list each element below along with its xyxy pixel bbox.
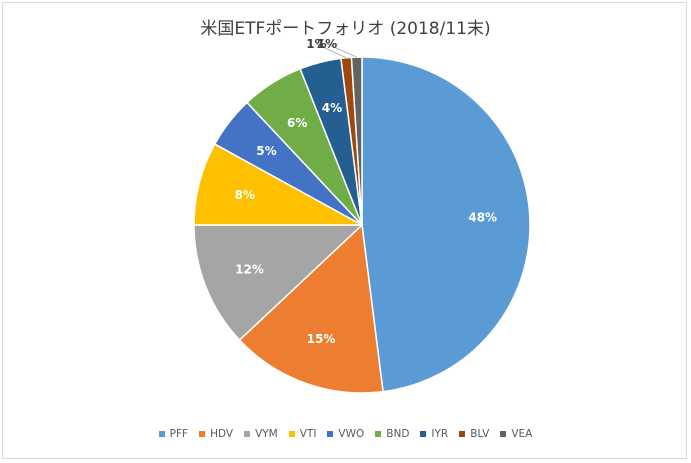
data-label-pff: 48% [468, 210, 497, 224]
legend-swatch [459, 431, 466, 437]
legend-swatch [244, 431, 251, 437]
legend-item-iyr: IYR [420, 428, 448, 440]
legend-label: VYM [255, 428, 278, 440]
legend-swatch [158, 431, 165, 437]
pie-slice-pff [361, 56, 531, 393]
legend-item-vti: VTI [288, 428, 317, 440]
legend-item-vwo: VWO [327, 428, 364, 440]
legend-item-vym: VYM [244, 428, 278, 440]
legend-item-pff: PFF [158, 428, 189, 440]
data-label-vea: 1% [317, 37, 337, 51]
legend-item-hdv: HDV [199, 428, 233, 440]
legend-label: BLV [470, 428, 490, 440]
data-label-iyr: 4% [322, 101, 342, 115]
legend-swatch [327, 431, 334, 437]
legend-label: IYR [431, 428, 449, 440]
leader-line-vea [326, 43, 357, 58]
leader-line-blv [316, 43, 347, 59]
legend-swatch [375, 431, 382, 437]
legend-label: BND [386, 428, 410, 440]
data-label-bnd: 6% [287, 116, 307, 130]
data-label-vwo: 5% [256, 144, 276, 158]
legend-swatch [420, 431, 427, 437]
legend-item-bnd: BND [375, 428, 409, 440]
legend-swatch [199, 431, 206, 437]
legend-label: VTI [299, 428, 317, 440]
legend-label: VWO [338, 428, 365, 440]
legend-item-blv: BLV [459, 428, 489, 440]
legend-label: PFF [169, 428, 189, 440]
data-label-vym: 12% [235, 263, 264, 277]
legend-swatch [500, 431, 507, 437]
data-label-blv: 1% [306, 37, 326, 51]
pie-slice-vym [193, 224, 364, 342]
chart-title: 米国ETFポートフォリオ (2018/11末) [200, 19, 491, 39]
legend: PFF HDV VYM VTI VWO BND IYR BLV VEA [0, 428, 691, 440]
legend-label: VEA [511, 428, 533, 440]
legend-item-vea: VEA [500, 428, 532, 440]
pie-slice-hdv [238, 223, 384, 394]
legend-swatch [288, 431, 295, 437]
data-label-vti: 8% [235, 188, 255, 202]
data-label-hdv: 15% [307, 332, 336, 346]
legend-label: HDV [210, 428, 234, 440]
